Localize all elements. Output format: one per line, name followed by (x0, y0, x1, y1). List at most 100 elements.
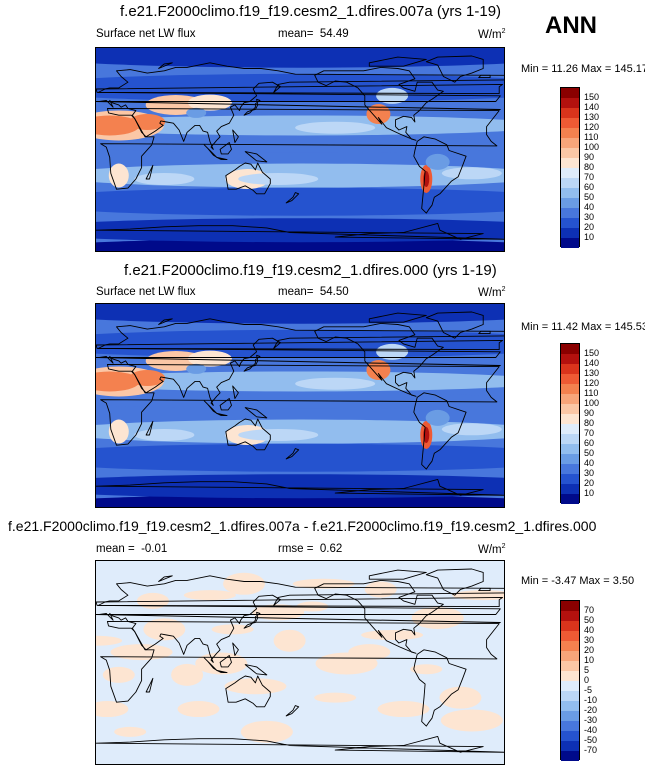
colorbar-tick-label: -10 (584, 695, 598, 705)
colorbar-swatch (561, 178, 579, 188)
coastline (219, 655, 232, 668)
field-contour (240, 720, 293, 743)
field-contour (96, 494, 504, 507)
colorbar-swatch (561, 681, 579, 691)
colorbar-tick-label: 130 (584, 368, 600, 378)
colorbar-tick-label: 30 (584, 635, 595, 645)
panel1-title: f.e21.F2000climo.f19_f19.cesm2_1.dfires.… (120, 3, 502, 20)
field-contour (376, 87, 409, 104)
colorbar-tick-label: 100 (584, 142, 600, 152)
field-contour (134, 172, 195, 185)
colorbar-tick-label: 110 (584, 388, 599, 398)
field-contour (273, 629, 306, 652)
coastline (314, 579, 444, 654)
colorbar-swatch (561, 198, 579, 208)
coastline (232, 129, 239, 143)
panel3-mean-value: -0.01 (141, 543, 168, 555)
colorbar-tick-label: 20 (584, 478, 595, 488)
field-contour (183, 590, 236, 601)
colorbar-tick-label: 70 (584, 428, 595, 438)
colorbar-tick-label: 140 (584, 358, 600, 368)
field-contour (441, 167, 502, 180)
coastline (285, 448, 300, 460)
field-contour (187, 94, 232, 111)
colorbar-swatch (561, 354, 579, 364)
panel3-units-text: W/m (478, 543, 502, 556)
coastline (96, 222, 504, 240)
coastline (145, 420, 154, 436)
coastline (243, 98, 261, 116)
panel2-units: W/m2 (478, 286, 506, 299)
colorbar-swatch (561, 611, 579, 621)
colorbar-tick-label: 40 (584, 625, 595, 635)
field-contour (252, 604, 305, 621)
panel3-units: W/m2 (478, 543, 506, 556)
colorbar-swatch (561, 128, 579, 138)
colorbar-tick-label: 40 (584, 458, 595, 468)
panel2-mean-value: 54.50 (319, 286, 349, 298)
field-contour (238, 428, 319, 441)
field-contour (295, 121, 376, 134)
colorbar-tick-label: 70 (584, 172, 595, 182)
coastline (478, 330, 491, 335)
colorbar-swatch (561, 158, 579, 168)
field-contour (366, 104, 391, 125)
colorbar-swatch (561, 168, 579, 178)
map-background (96, 561, 504, 764)
field-contour (96, 701, 129, 718)
field-contour (143, 618, 186, 641)
panel3-minmax: Min = -3.47 Max = 3.50 (521, 575, 635, 587)
panel3-rmse: rmse = 0.62 (278, 543, 342, 555)
coastline (145, 677, 154, 693)
field-contour (177, 701, 220, 718)
colorbar-tick-label: 30 (584, 468, 595, 478)
colorbar-swatch (561, 484, 579, 494)
panel2-map (95, 303, 505, 508)
colorbar-tick-label: 40 (584, 202, 595, 212)
field-contour (296, 601, 329, 612)
panel3-title: f.e21.F2000climo.f19_f19.cesm2_1.dfires.… (8, 518, 597, 534)
coastline (225, 162, 271, 195)
colorbar-swatch (561, 404, 579, 414)
coastline (158, 575, 173, 582)
coastline (158, 318, 173, 325)
field-contour (295, 377, 376, 390)
panel3-units-exp: 2 (501, 543, 506, 550)
coastline (219, 398, 232, 411)
coastline (285, 705, 300, 717)
coastline (478, 74, 491, 79)
coastline (96, 478, 504, 496)
colorbar-swatch (561, 641, 579, 651)
panel1-colorbar (560, 87, 580, 248)
field-contour (224, 678, 287, 695)
colorbar-tick-label: 50 (584, 192, 595, 202)
field-contour (96, 187, 504, 216)
colorbar-swatch (561, 721, 579, 731)
coastline (225, 675, 271, 708)
coastline (425, 311, 484, 339)
colorbar-swatch (561, 414, 579, 424)
field-contour (425, 409, 450, 426)
field-contour (114, 726, 147, 737)
coastline (203, 400, 218, 414)
colorbar-swatch (561, 424, 579, 434)
coastline (368, 56, 427, 67)
field-contour (186, 363, 207, 374)
panel2-units-text: W/m (478, 286, 502, 299)
coastline (232, 642, 239, 656)
field-contour (439, 686, 482, 709)
colorbar-swatch (561, 384, 579, 394)
colorbar-swatch (561, 344, 579, 354)
colorbar-tick-label: 100 (584, 398, 600, 408)
coastline (368, 312, 427, 323)
panel3-rmse-value: 0.62 (319, 543, 343, 555)
coastline (232, 385, 239, 399)
field-contour (377, 701, 430, 718)
field-contour (238, 172, 319, 185)
coastline (225, 418, 271, 451)
colorbar-swatch (561, 208, 579, 218)
panel3-mean-label: mean = (96, 543, 135, 555)
colorbar-swatch (561, 374, 579, 384)
coastline (203, 657, 218, 671)
colorbar-swatch (561, 651, 579, 661)
